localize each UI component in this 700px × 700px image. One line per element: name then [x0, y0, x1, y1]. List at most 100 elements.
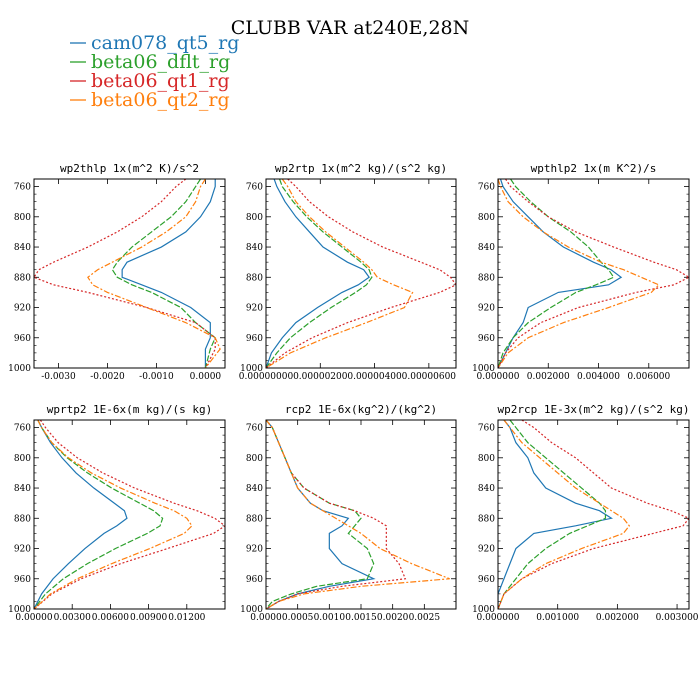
y-tick-label: 920 [478, 545, 495, 555]
legend-label-cam078_qt5_rg: cam078_qt5_rg [91, 32, 239, 54]
series-line-beta06_qt2_rg [266, 179, 414, 368]
x-tick-label: 0.0020 [377, 613, 409, 623]
y-tick-label: 840 [246, 243, 263, 253]
panel-6: wp2rcp 1E-3x(m^2 kg)/(s^2 kg)760 800 840 88… [472, 403, 699, 623]
panel-title: wp2rtp 1x(m^2 kg)/(s^2 kg) [275, 162, 447, 175]
y-tick-label: 1000 [472, 605, 495, 615]
x-tick-label: 0.0005 [282, 613, 314, 623]
x-tick-label: 0.01200 [168, 613, 205, 623]
x-tick-label: 0.0000 [250, 613, 282, 623]
series-line-beta06_qt1_rg [498, 420, 689, 609]
y-tick-label: 880 [478, 273, 495, 283]
x-tick-label: 0.006000 [627, 372, 670, 382]
panel-title: wpthlp2 1x(m K^2)/s [531, 162, 657, 175]
plot-frame [497, 419, 690, 610]
y-tick-label: 880 [246, 273, 263, 283]
y-tick-label: 800 [478, 454, 495, 464]
plot-frame [497, 178, 690, 369]
x-tick-label: 0.00000400 [347, 372, 402, 382]
panel-title: rcp2 1E-6x(kg^2)/(kg^2) [285, 403, 437, 416]
y-tick-label: 880 [14, 273, 31, 283]
y-tick-label: 920 [246, 545, 263, 555]
x-tick-label: 0.0000 [190, 372, 222, 382]
panel-1: wp2thlp 1x(m^2 K)/s^2 760 800 840 880 920 960 1… [8, 162, 226, 382]
y-tick-label: 960 [14, 334, 31, 344]
x-tick-label: 0.004000 [577, 372, 620, 382]
y-tick-label: 760 [478, 424, 495, 434]
series-line-cam078_qt5_rg [266, 179, 370, 368]
x-tick-label: 0.0010 [314, 613, 346, 623]
legend-label-beta06_qt2_rg: beta06_qt2_rg [91, 89, 230, 111]
panel-4: wprtp2 1E-6x(m kg)/(s kg) 760 800 840 880 920… [8, 403, 226, 623]
series-line-cam078_qt5_rg [34, 420, 128, 609]
y-tick-label: 760 [478, 183, 495, 193]
y-tick-label: 840 [14, 484, 31, 494]
y-tick-label: 800 [246, 213, 263, 223]
panel-title: wp2thlp 1x(m^2 K)/s^2 [60, 162, 199, 175]
y-tick-label: 880 [14, 514, 31, 524]
plot-frame [33, 419, 226, 610]
series-line-beta06_qt2_rg [498, 179, 660, 368]
plot-frame [265, 419, 457, 610]
y-tick-label: 920 [14, 545, 31, 555]
y-tick-label: 920 [14, 304, 31, 314]
x-tick-label: -0.0010 [139, 372, 174, 382]
series-line-cam078_qt5_rg [498, 179, 623, 368]
series-line-beta06_dflt_rg [498, 420, 607, 609]
y-tick-label: 1000 [8, 605, 31, 615]
y-tick-label: 1000 [240, 364, 263, 374]
y-tick-label: 800 [14, 213, 31, 223]
y-tick-label: 1000 [240, 605, 263, 615]
series-line-beta06_qt1_rg [34, 420, 225, 609]
y-tick-label: 800 [14, 454, 31, 464]
series-line-beta06_dflt_rg [266, 179, 373, 368]
x-tick-label: -0.0030 [41, 372, 76, 382]
plot-frame [33, 178, 226, 369]
y-tick-label: 880 [478, 514, 495, 524]
x-tick-label: 0.00600 [92, 613, 129, 623]
y-tick-label: 920 [478, 304, 495, 314]
y-tick-label: 800 [478, 213, 495, 223]
y-tick-label: 840 [14, 243, 31, 253]
series-line-cam078_qt5_rg [121, 179, 216, 368]
legend-label-beta06_dflt_rg: beta06_dflt_rg [91, 51, 230, 73]
x-tick-label: 0.003000 [656, 613, 699, 623]
y-tick-label: 840 [478, 243, 495, 253]
x-tick-label: 0.000000 [477, 372, 520, 382]
panel-2: wp2rtp 1x(m^2 kg)/(s^2 kg) 760 800 840 880 92… [239, 162, 457, 382]
panel-5: rcp2 1E-6x(kg^2)/(kg^2) 760 800 840 880 920 96… [240, 403, 457, 623]
series-line-beta06_qt2_rg [498, 420, 631, 609]
y-tick-label: 960 [478, 575, 495, 585]
y-tick-label: 960 [478, 334, 495, 344]
y-tick-label: 960 [246, 575, 263, 585]
x-tick-label: 0.00900 [130, 613, 167, 623]
y-tick-label: 1000 [8, 364, 31, 374]
x-tick-label: 0.00000600 [402, 372, 457, 382]
y-tick-label: 760 [246, 183, 263, 193]
x-tick-label: 0.0015 [345, 613, 377, 623]
series-line-beta06_dflt_rg [34, 420, 164, 609]
panel-3: wpthlp2 1x(m K^2)/s 760 800 840 880 920 960 100… [472, 162, 690, 382]
x-tick-label: 0.0025 [409, 613, 441, 623]
y-tick-label: 760 [14, 183, 31, 193]
y-tick-label: 800 [246, 454, 263, 464]
y-tick-label: 920 [246, 304, 263, 314]
x-tick-label: 0.00000200 [293, 372, 348, 382]
y-tick-label: 760 [14, 424, 31, 434]
plot-frame [265, 178, 457, 369]
series-line-beta06_qt2_rg [34, 420, 193, 609]
y-tick-label: 760 [246, 424, 263, 434]
series-line-beta06_qt2_rg [266, 420, 450, 609]
series-line-beta06_dflt_rg [111, 179, 216, 368]
x-tick-label: 0.002000 [527, 372, 570, 382]
panel-title: wprtp2 1E-6x(m kg)/(s kg) [47, 403, 213, 416]
series-line-beta06_qt2_rg [87, 179, 221, 368]
panels: wp2thlp 1x(m^2 K)/s^2 760 800 840 880 920 960 1… [8, 162, 699, 623]
series-line-beta06_dflt_rg [266, 420, 375, 609]
x-tick-label: 0.001000 [536, 613, 579, 623]
series-line-beta06_qt1_rg [266, 179, 456, 368]
legend-label-beta06_qt1_rg: beta06_qt1_rg [91, 70, 230, 92]
x-tick-label: 0.00300 [54, 613, 91, 623]
y-tick-label: 960 [14, 575, 31, 585]
